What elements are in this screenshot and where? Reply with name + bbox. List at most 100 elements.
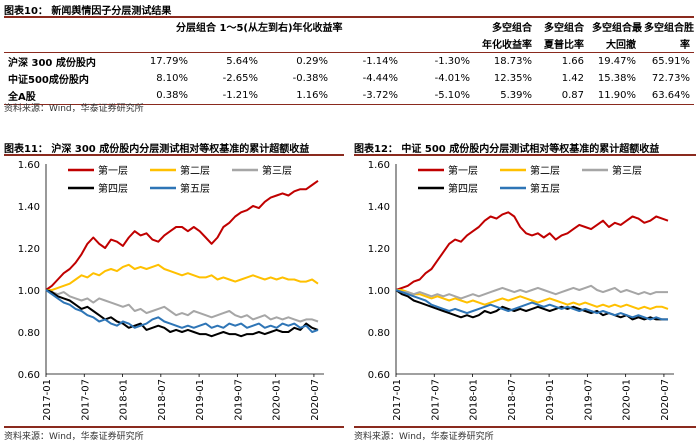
series-line-2	[46, 263, 319, 291]
chart-title: 图表11： 沪深 300 成份股内分层测试相对等权基准的累计超额收益	[4, 144, 310, 155]
series-line-3	[45, 289, 319, 323]
series-line-2	[396, 289, 669, 310]
table-cell: 18.73%	[493, 56, 532, 67]
table-cell: 15.38%	[597, 73, 636, 84]
header-col-4-line1: 多空组合胜	[644, 23, 694, 34]
legend-label: 第五层	[530, 182, 560, 195]
y-tick-label: 0.80	[18, 328, 40, 339]
legend-label: 第四层	[98, 182, 128, 195]
row-label: 全A股	[4, 87, 116, 105]
series-line-3	[395, 284, 668, 300]
series-line-1	[45, 179, 319, 291]
x-tick-label: 2018-07	[157, 379, 168, 421]
legend-label: 第一层	[448, 164, 478, 177]
chart-bottom-rule	[4, 426, 344, 428]
table-cell: 0.29%	[296, 56, 328, 67]
table-cell: 0.87	[536, 87, 588, 105]
table-cell: -4.44%	[362, 73, 398, 84]
results-table: 分层组合 1～5(从左到右)年化收益率 多空组合 多空组合 多空组合最 多空组合…	[4, 18, 694, 105]
table-cell: 1.42	[561, 73, 584, 84]
chart-bottom-rule	[354, 426, 696, 428]
legend-label: 第三层	[612, 164, 642, 177]
x-tick-label: 2020-01	[272, 379, 283, 421]
x-tick-label: 2020-07	[660, 379, 671, 421]
header-col-2-line1: 多空组合	[544, 23, 584, 34]
table-row: 中证500成份股内 8.10% -2.65% -0.38% -4.44% -4.…	[4, 70, 694, 87]
table-cell: 11.90%	[588, 87, 640, 105]
table-cell: 63.64%	[640, 87, 694, 105]
table-cell: 0.38%	[116, 87, 192, 105]
series-line-5	[45, 289, 319, 333]
table-cell: -5.10%	[402, 87, 474, 105]
legend-label: 第二层	[180, 164, 210, 177]
legend-label: 第五层	[180, 182, 210, 195]
header-col-1-line1: 多空组合	[492, 23, 532, 34]
y-tick-label: 1.20	[368, 244, 390, 255]
table-cell: 17.79%	[149, 56, 188, 67]
table-top-rule	[4, 16, 694, 18]
chart-title-rule	[4, 154, 344, 156]
series-line-4	[45, 289, 319, 338]
table-header-row-1: 分层组合 1～5(从左到右)年化收益率 多空组合 多空组合 多空组合最 多空组合…	[4, 18, 694, 35]
y-tick-label: 1.40	[18, 202, 40, 213]
table-cell: 72.73%	[651, 73, 690, 84]
x-tick-label: 2017-01	[42, 379, 53, 421]
x-tick-label: 2019-07	[583, 379, 594, 421]
chart-title-rule	[354, 154, 696, 156]
x-tick-label: 2019-01	[545, 379, 556, 421]
legend-label: 第一层	[98, 164, 128, 177]
table-cell: -4.01%	[434, 73, 470, 84]
legend-label: 第四层	[448, 182, 478, 195]
legend-label: 第二层	[530, 164, 560, 177]
y-tick-label: 1.60	[368, 160, 390, 171]
row-label: 沪深 300 成份股内	[8, 58, 96, 69]
legend-label: 第三层	[262, 164, 292, 177]
table-cell: -3.72%	[332, 87, 402, 105]
header-col-3-line2: 大回撤	[606, 40, 636, 51]
table-cell: -2.65%	[222, 73, 258, 84]
series-line-5	[395, 289, 668, 321]
table-cell: 65.91%	[651, 56, 690, 67]
table-row: 沪深 300 成份股内 17.79% 5.64% 0.29% -1.14% -1…	[4, 52, 694, 71]
header-group: 分层组合 1～5(从左到右)年化收益率	[176, 23, 343, 34]
x-tick-label: 2018-07	[507, 379, 518, 421]
table-title: 图表10： 新闻舆情因子分层测试结果	[4, 6, 172, 17]
chart-source: 资料来源：Wind，华泰证券研究所	[4, 432, 144, 442]
table-cell: 1.16%	[262, 87, 332, 105]
table-cell: 5.64%	[226, 56, 258, 67]
y-tick-label: 1.00	[368, 286, 390, 297]
x-tick-label: 2019-07	[233, 379, 244, 421]
table-cell: -1.21%	[192, 87, 262, 105]
x-tick-label: 2019-01	[195, 379, 206, 421]
table-cell: -0.38%	[292, 73, 328, 84]
table-row: 全A股 0.38% -1.21% 1.16% -3.72% -5.10% 5.3…	[4, 87, 694, 105]
y-tick-label: 1.40	[368, 202, 390, 213]
series-line-1	[395, 211, 669, 291]
y-tick-label: 0.80	[368, 328, 390, 339]
table-cell: 12.35%	[493, 73, 532, 84]
series-line-4	[395, 289, 668, 321]
line-chart: 0.60 0.80 1.00 1.20 1.40 1.60 2017-01 2017-07 20…	[368, 160, 674, 421]
header-col-1-line2: 年化收益率	[482, 40, 532, 51]
y-tick-label: 1.00	[18, 286, 40, 297]
x-tick-label: 2018-01	[469, 379, 480, 421]
table-cell: 5.39%	[474, 87, 536, 105]
row-label: 中证500成份股内	[8, 75, 89, 86]
x-tick-label: 2020-07	[310, 379, 321, 421]
table-cell: -1.30%	[434, 56, 470, 67]
x-tick-label: 2017-01	[392, 379, 403, 421]
table-header-row-2: 年化收益率 夏普比率 大回撤 率	[4, 35, 694, 53]
table-cell: -1.14%	[362, 56, 398, 67]
y-tick-label: 1.20	[18, 244, 40, 255]
header-col-3-line1: 多空组合最	[592, 23, 642, 34]
table-source: 资料来源：Wind，华泰证券研究所	[4, 104, 144, 114]
header-col-2-line2: 夏普比率	[544, 40, 584, 51]
line-chart: 0.60 0.80 1.00 1.20 1.40 1.60 2017-01 2017-07 20…	[18, 160, 324, 421]
x-tick-label: 2017-07	[80, 379, 91, 421]
y-tick-label: 1.60	[18, 160, 40, 171]
x-tick-label: 2020-01	[622, 379, 633, 421]
table-cell: 8.10%	[156, 73, 188, 84]
table-cell: 19.47%	[597, 56, 636, 67]
table-cell: 1.66	[561, 56, 584, 67]
y-tick-label: 0.60	[18, 370, 40, 381]
